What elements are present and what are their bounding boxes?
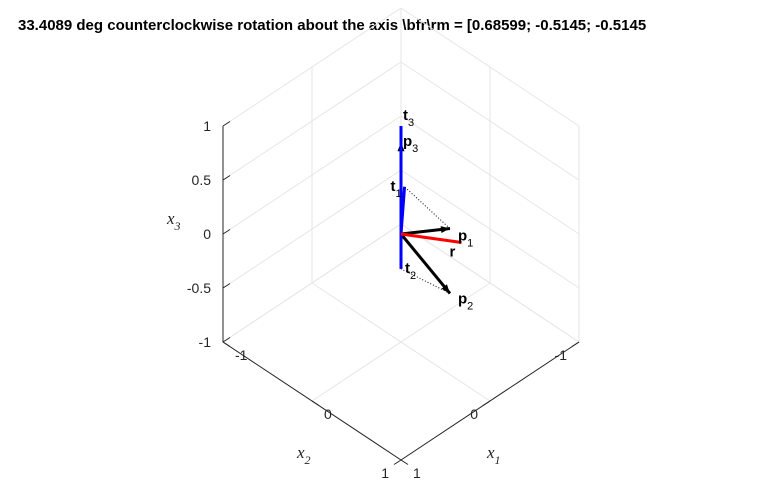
x2-tick-label: 1 xyxy=(381,465,389,481)
tick-mark xyxy=(222,283,231,289)
chart-title: 33.4089 deg counterclockwise rotation ab… xyxy=(18,17,646,34)
x3-tick-label: -1 xyxy=(199,334,212,350)
label-p1: p1 xyxy=(458,228,473,250)
tick-mark xyxy=(222,337,231,343)
gridline xyxy=(311,282,491,402)
vector-p2 xyxy=(399,233,452,295)
tick-mark xyxy=(222,175,231,181)
tick-mark xyxy=(222,229,231,235)
label-p3: p3 xyxy=(403,133,418,155)
gridline xyxy=(400,223,580,343)
label-t2: t2 xyxy=(405,260,416,282)
label-t3: t3 xyxy=(403,107,414,129)
arrowhead-p2 xyxy=(441,284,450,294)
label-p2: p2 xyxy=(458,290,473,312)
axes-box xyxy=(222,121,580,465)
arrowhead-p1 xyxy=(440,226,450,234)
x1-tick-label: -1 xyxy=(235,347,248,363)
tick-mark xyxy=(311,400,320,406)
x2-axis-label: x2 xyxy=(296,443,311,467)
x1-tick-label: 0 xyxy=(324,406,332,422)
x2-tick-label: -1 xyxy=(555,347,568,363)
tick-labels: -1 -0.5 0 0.5 1 -1 0 1 -1 0 1 xyxy=(187,118,567,481)
tick-mark xyxy=(400,459,409,465)
x3-tick-label: 1 xyxy=(203,118,211,134)
vector-labels: p1 p2 p3 t1 t2 t3 r xyxy=(391,107,474,312)
label-r: r xyxy=(450,243,456,260)
tick-mark xyxy=(393,459,402,465)
x3-axis-label: x3 xyxy=(166,209,181,233)
tick-mark xyxy=(222,341,231,347)
label-t1: t1 xyxy=(391,178,402,200)
vector-r xyxy=(400,232,462,244)
tick-mark xyxy=(222,121,231,127)
vectors xyxy=(397,126,462,295)
x3-tick-label: 0 xyxy=(203,226,211,242)
tick-mark xyxy=(482,400,491,406)
tick-mark xyxy=(571,341,580,347)
trajectory-dotted xyxy=(400,268,451,294)
axis-labels: x3 x1 x2 xyxy=(166,209,501,467)
x3-tick-label: -0.5 xyxy=(187,280,211,296)
x1-tick-label: 1 xyxy=(413,465,421,481)
x3-tick-label: 0.5 xyxy=(192,172,212,188)
x2-tick-label: 0 xyxy=(470,406,478,422)
x1-axis-label: x1 xyxy=(486,443,501,467)
trajectory-dotted xyxy=(404,186,451,229)
